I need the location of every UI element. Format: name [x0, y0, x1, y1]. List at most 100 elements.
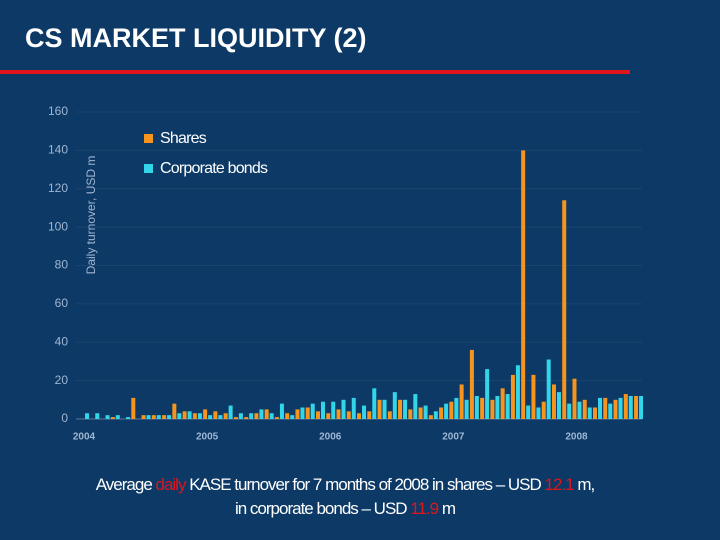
- footnote-line: Average daily KASE turnover for 7 months…: [96, 475, 595, 494]
- bar: [105, 415, 110, 419]
- bar: [223, 413, 228, 419]
- bar: [115, 415, 120, 419]
- x-tick-label: 2006: [319, 432, 342, 443]
- bar: [567, 403, 572, 419]
- bar: [126, 417, 131, 419]
- y-tick-label: 120: [48, 181, 68, 195]
- bar: [572, 378, 577, 419]
- bar: [521, 150, 526, 419]
- bar: [598, 397, 602, 419]
- bar: [264, 409, 269, 419]
- legend-label: Shares: [160, 130, 207, 147]
- bar: [203, 409, 208, 419]
- y-tick-label: 20: [55, 373, 69, 387]
- footnote-part: KASE turnover for 7 months of 2008 in sh…: [185, 475, 544, 494]
- bar: [510, 374, 515, 419]
- bar: [541, 401, 546, 419]
- bar: [182, 411, 187, 419]
- bar: [449, 401, 454, 419]
- bar: [146, 415, 151, 419]
- bar: [418, 407, 423, 419]
- bar: [480, 397, 485, 419]
- bar: [428, 415, 433, 419]
- bar: [367, 411, 372, 419]
- bar: [197, 413, 202, 419]
- bar: [392, 392, 397, 419]
- bar: [110, 417, 115, 419]
- bar: [505, 394, 510, 419]
- x-tick-label: 2008: [565, 432, 588, 443]
- bar: [634, 395, 639, 419]
- bar: [290, 415, 295, 419]
- bar: [454, 397, 459, 419]
- bar: [408, 409, 413, 419]
- bar: [341, 399, 346, 419]
- footnote-line: in corporate bonds – USD 11.9 m: [235, 499, 456, 518]
- y-tick-label: 140: [48, 143, 68, 157]
- bar: [500, 388, 505, 419]
- bar: [177, 413, 182, 419]
- y-tick-label: 40: [55, 334, 69, 348]
- bar: [577, 401, 582, 419]
- bar: [582, 399, 587, 419]
- bar: [459, 384, 464, 419]
- y-tick-label: 160: [48, 104, 68, 118]
- bar: [167, 415, 172, 419]
- bar: [546, 359, 551, 419]
- bar: [233, 417, 238, 419]
- bar: [556, 392, 561, 419]
- bar: [244, 417, 249, 419]
- footnote-part: 11.9: [410, 499, 438, 518]
- bar: [423, 405, 428, 419]
- y-tick-label: 60: [55, 296, 69, 310]
- bar: [387, 411, 392, 419]
- bar: [474, 395, 479, 419]
- bar: [300, 407, 305, 419]
- bar: [495, 395, 500, 419]
- x-tick-label: 2004: [73, 432, 96, 443]
- x-tick-label: 2007: [442, 432, 465, 443]
- bar: [372, 388, 377, 419]
- bar: [562, 200, 567, 419]
- bar: [382, 399, 387, 419]
- bar: [587, 407, 592, 419]
- footnote-part: m,: [574, 475, 595, 494]
- legend-swatch: [144, 134, 153, 143]
- bar: [628, 395, 633, 419]
- bar: [469, 349, 474, 419]
- bar: [162, 415, 167, 419]
- bar: [403, 399, 408, 419]
- bar: [362, 405, 367, 419]
- bar: [274, 417, 279, 419]
- bar: [485, 369, 490, 419]
- bar: [551, 384, 556, 419]
- bar: [259, 409, 264, 419]
- bar: [254, 413, 259, 419]
- footnote-part: Average: [96, 475, 156, 494]
- bar: [172, 403, 177, 419]
- y-axis-label: Daily turnover, USD m: [84, 156, 98, 275]
- bar: [613, 399, 618, 419]
- bar: [310, 403, 315, 419]
- footnote-part: 12.1: [545, 475, 575, 494]
- footnote-part: daily: [156, 475, 187, 494]
- bar: [639, 395, 644, 419]
- footnote-part: m: [438, 499, 456, 518]
- bar: [279, 403, 284, 419]
- bar: [269, 413, 274, 419]
- legend-swatch: [144, 164, 153, 173]
- footnote-part: in corporate bonds – USD: [235, 499, 410, 518]
- bar: [357, 413, 362, 419]
- bar: [295, 409, 300, 419]
- bar: [156, 415, 161, 419]
- bar: [218, 415, 223, 419]
- bar: [151, 415, 156, 419]
- bar: [608, 403, 613, 419]
- bar: [526, 405, 531, 419]
- title-rule: [0, 70, 630, 74]
- bar: [141, 415, 146, 419]
- bar: [398, 399, 403, 419]
- bar: [187, 411, 192, 419]
